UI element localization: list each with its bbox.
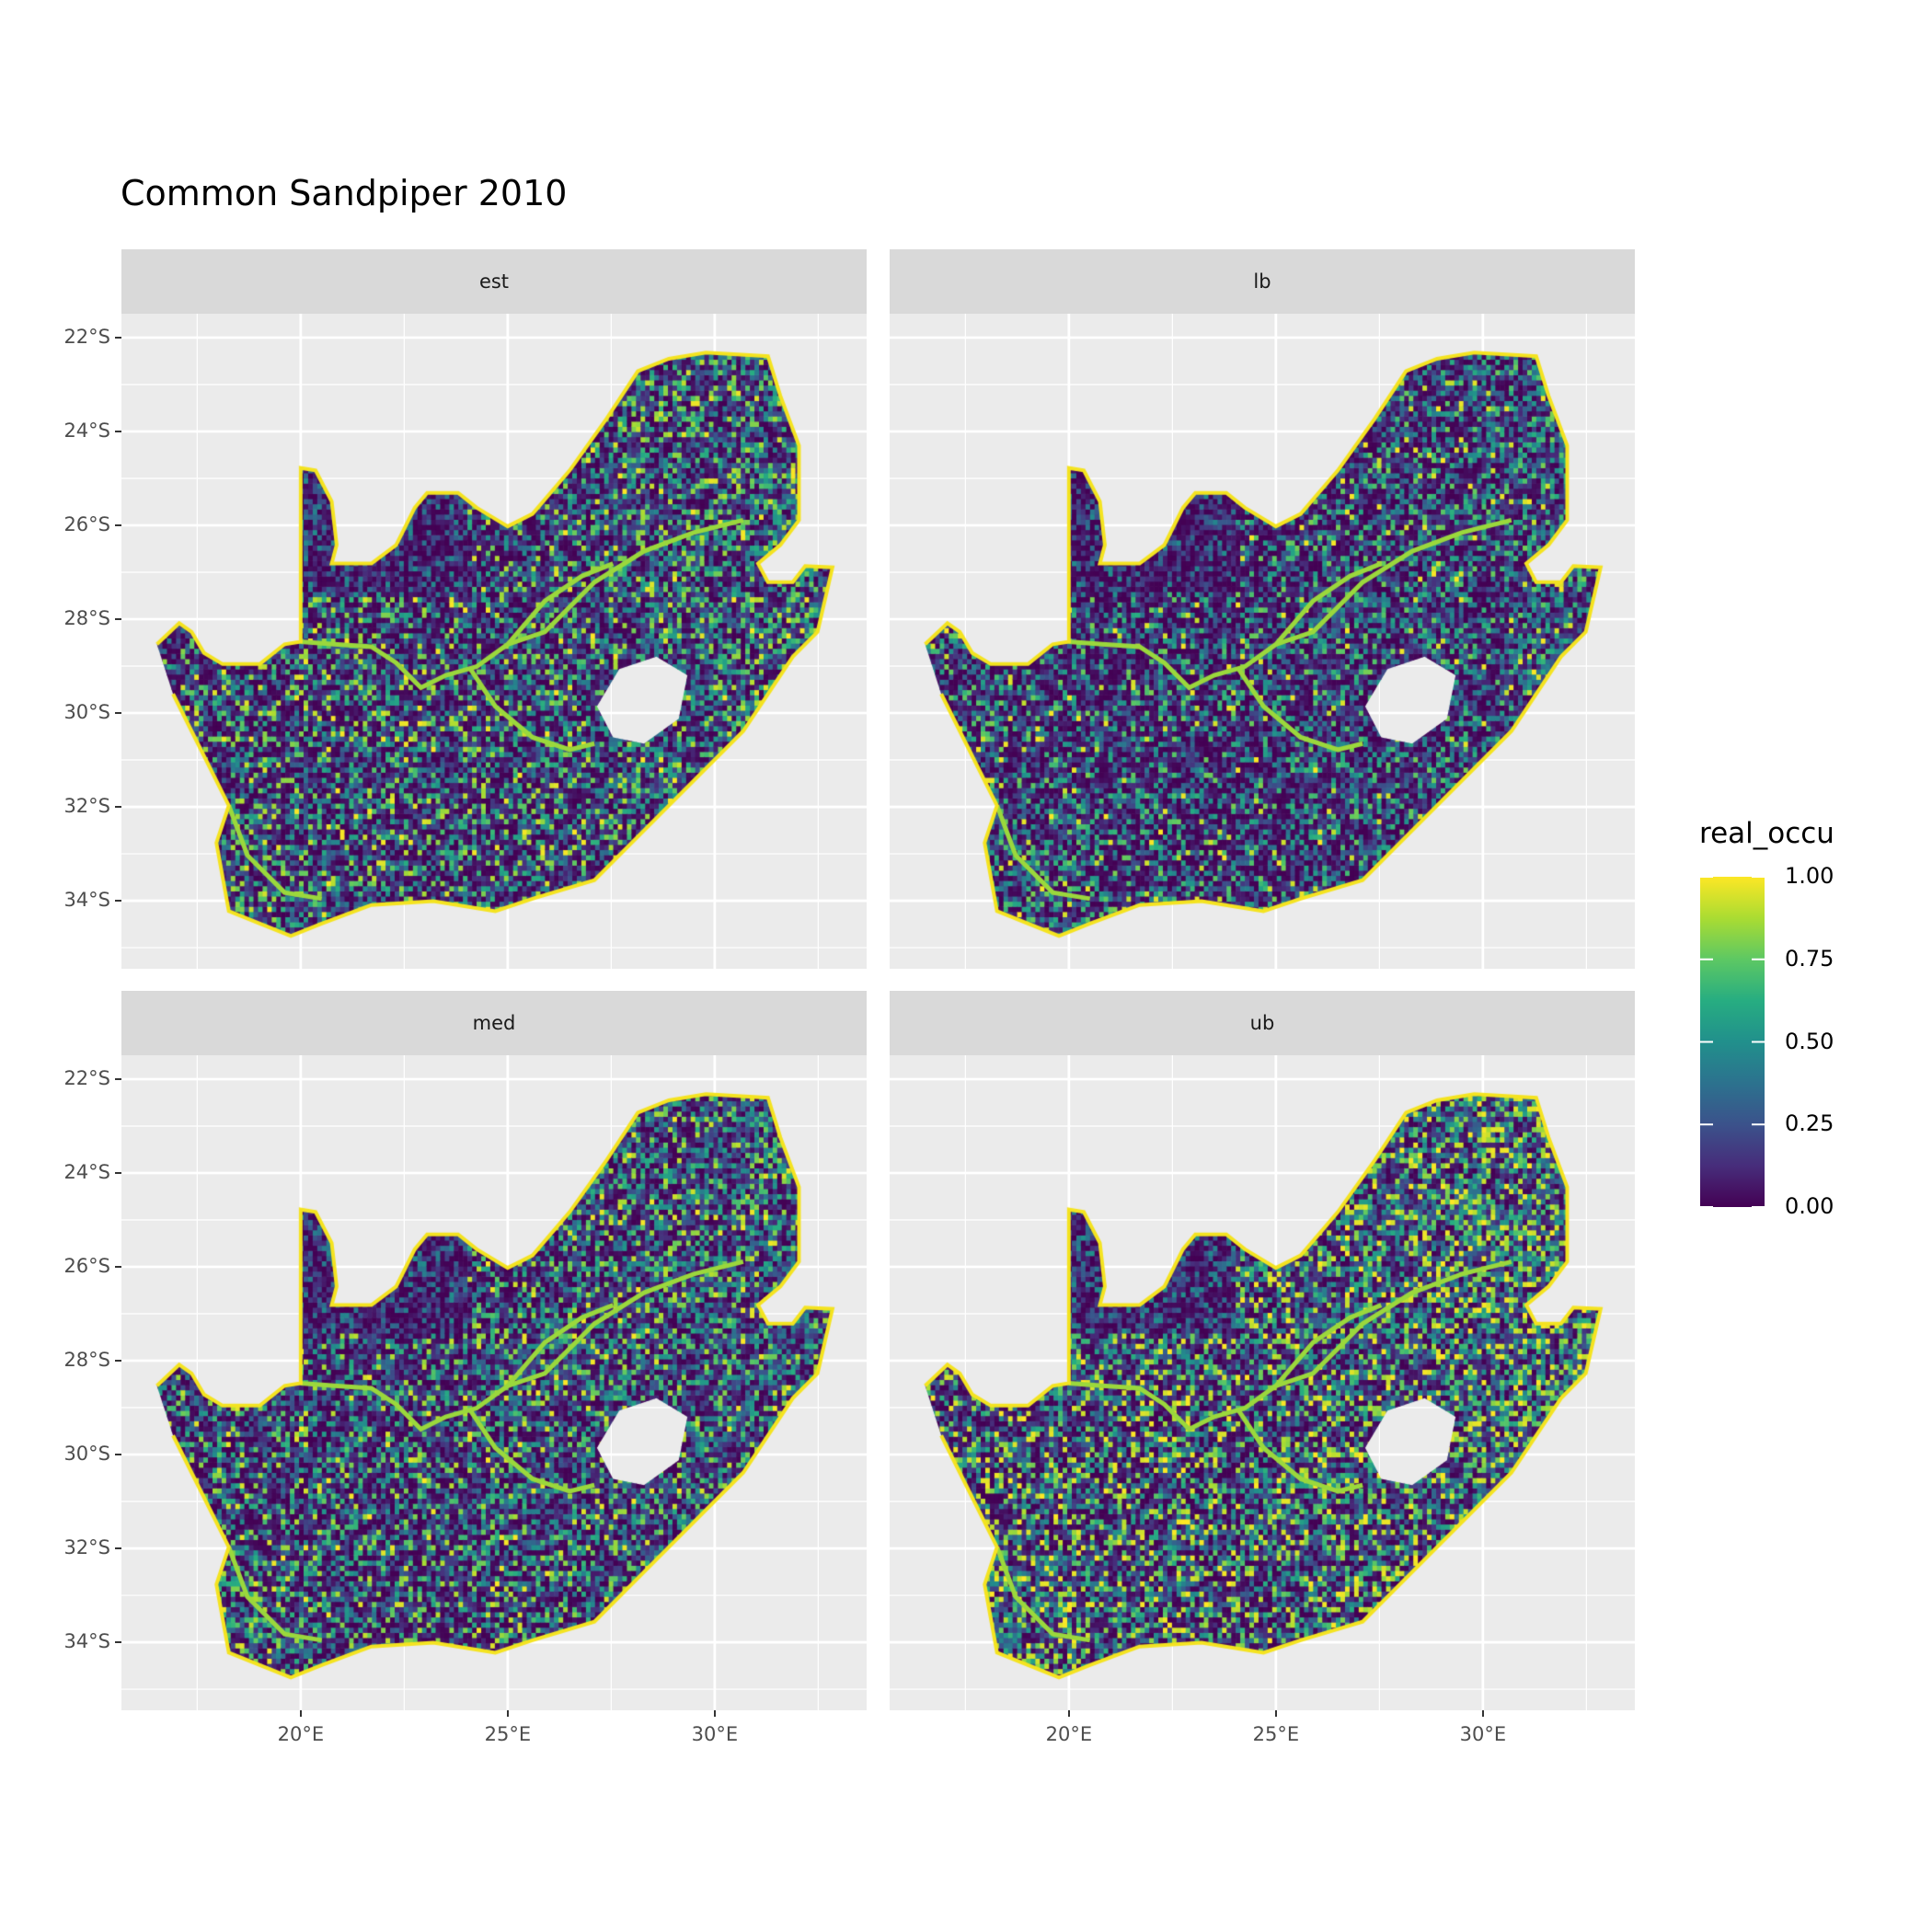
- x-tick-mark: [1481, 1710, 1484, 1717]
- legend-label: 0.50: [1785, 1028, 1834, 1054]
- y-tick-label: 28°S: [63, 607, 110, 630]
- x-tick-mark: [506, 1710, 509, 1717]
- y-tick-label: 28°S: [63, 1349, 110, 1372]
- y-tick-mark: [115, 1172, 121, 1175]
- y-tick-mark: [115, 1547, 121, 1550]
- legend-colorbar: [1700, 877, 1765, 1207]
- y-tick-label: 32°S: [63, 1536, 110, 1559]
- x-tick-label: 25°E: [484, 1723, 532, 1745]
- facet-strip-med: med: [121, 991, 867, 1055]
- x-tick-label: 25°E: [1252, 1723, 1300, 1745]
- y-tick-label: 26°S: [63, 1255, 110, 1278]
- occupancy-raster-lb: [890, 314, 1635, 969]
- y-tick-mark: [115, 712, 121, 715]
- y-tick-mark: [115, 337, 121, 339]
- legend-label: 1.00: [1785, 863, 1834, 889]
- y-tick-label: 26°S: [63, 513, 110, 536]
- x-tick-mark: [1067, 1710, 1070, 1717]
- x-tick-label: 30°E: [691, 1723, 739, 1745]
- y-tick-mark: [115, 1360, 121, 1363]
- facet-strip-est: est: [121, 249, 867, 314]
- x-tick-label: 20°E: [277, 1723, 325, 1745]
- y-tick-mark: [115, 524, 121, 527]
- y-tick-mark: [115, 1454, 121, 1456]
- facet-panel-ub: [890, 1055, 1635, 1710]
- y-tick-mark: [115, 900, 121, 903]
- y-tick-label: 22°S: [63, 1067, 110, 1089]
- legend-label: 0.00: [1785, 1193, 1834, 1219]
- y-tick-label: 22°S: [63, 326, 110, 348]
- y-tick-label: 32°S: [63, 795, 110, 818]
- facet-panel-lb: [890, 314, 1635, 969]
- legend-label: 0.25: [1785, 1110, 1834, 1137]
- y-tick-mark: [115, 1078, 121, 1080]
- x-tick-label: 30°E: [1459, 1723, 1507, 1745]
- x-tick-mark: [713, 1710, 716, 1717]
- y-tick-label: 24°S: [63, 1161, 110, 1184]
- x-tick-mark: [1274, 1710, 1277, 1717]
- facet-strip-ub: ub: [890, 991, 1635, 1055]
- y-tick-label: 30°S: [63, 1443, 110, 1466]
- occupancy-raster-ub: [890, 1055, 1635, 1710]
- x-tick-mark: [299, 1710, 302, 1717]
- y-tick-mark: [115, 1266, 121, 1269]
- legend-label: 0.75: [1785, 945, 1834, 972]
- occupancy-raster-med: [121, 1055, 867, 1710]
- y-tick-label: 34°S: [63, 889, 110, 912]
- facet-panel-est: [121, 314, 867, 969]
- y-tick-mark: [115, 1641, 121, 1644]
- y-tick-mark: [115, 431, 121, 433]
- y-tick-mark: [115, 806, 121, 809]
- facet-panel-med: [121, 1055, 867, 1710]
- y-tick-mark: [115, 618, 121, 621]
- chart-title: Common Sandpiper 2010: [121, 173, 568, 213]
- y-tick-label: 34°S: [63, 1630, 110, 1653]
- occupancy-raster-est: [121, 314, 867, 969]
- y-tick-label: 24°S: [63, 420, 110, 443]
- facet-strip-lb: lb: [890, 249, 1635, 314]
- legend-title: real_occu: [1699, 817, 1834, 850]
- x-tick-label: 20°E: [1045, 1723, 1093, 1745]
- y-tick-label: 30°S: [63, 701, 110, 724]
